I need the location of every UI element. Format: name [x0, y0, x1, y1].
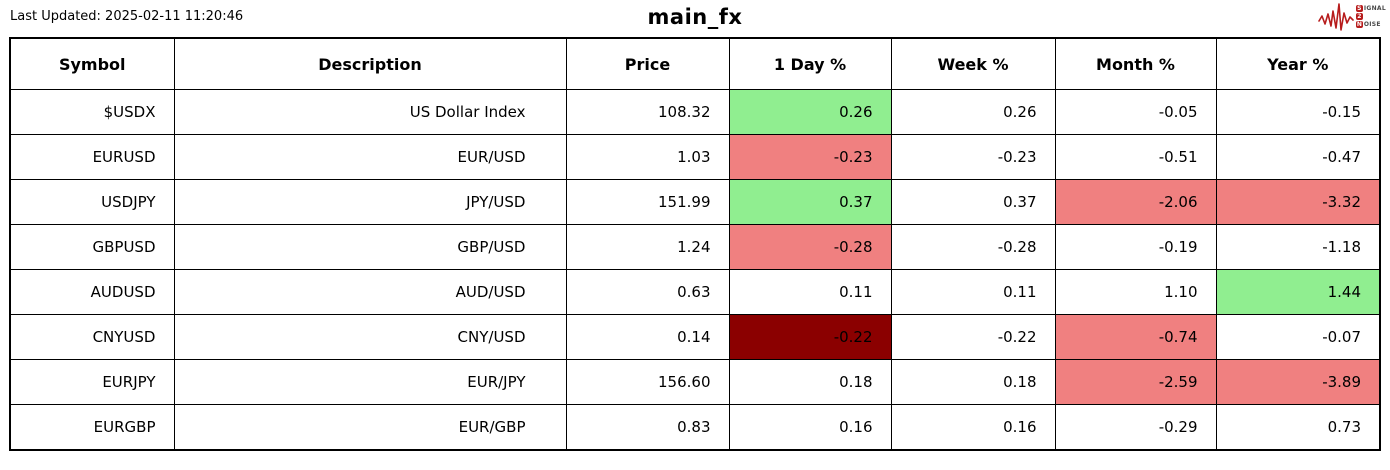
col-header-price: Price — [565, 37, 730, 90]
logo-rest-noise: OISE — [1363, 21, 1381, 28]
table-row-eurusd: EURUSD EUR/USD 1.03 -0.23 -0.23 -0.51 -0… — [9, 134, 1381, 180]
cell-price: 1.24 — [565, 224, 730, 270]
logo-text: S IGNAL 2 N OISE — [1355, 5, 1386, 28]
cell-week: -0.28 — [890, 224, 1056, 270]
fx-table: Symbol Description Price 1 Day % Week % … — [9, 37, 1381, 451]
cell-1day: 0.18 — [728, 359, 892, 405]
cell-symbol: GBPUSD — [9, 224, 175, 270]
cell-month: -0.19 — [1054, 224, 1217, 270]
table-row-usdjpy: USDJPY JPY/USD 151.99 0.37 0.37 -2.06 -3… — [9, 179, 1381, 225]
cell-price: 108.32 — [565, 89, 730, 135]
cell-symbol: EURGBP — [9, 404, 175, 451]
logo-rest-signal: IGNAL — [1363, 5, 1386, 12]
logo-badge-n: N — [1355, 21, 1363, 28]
logo-badge-s: S — [1355, 5, 1363, 12]
cell-year: 0.73 — [1215, 404, 1381, 451]
cell-symbol: EURJPY — [9, 359, 175, 405]
cell-symbol: CNYUSD — [9, 314, 175, 360]
cell-week: 0.37 — [890, 179, 1056, 225]
logo-line-2: 2 — [1355, 13, 1386, 20]
header-row: Symbol Description Price 1 Day % Week % … — [9, 37, 1381, 90]
cell-price: 0.83 — [565, 404, 730, 451]
table-row-usdx: $USDX US Dollar Index 108.32 0.26 0.26 -… — [9, 89, 1381, 135]
cell-price: 156.60 — [565, 359, 730, 405]
cell-year: -0.07 — [1215, 314, 1381, 360]
cell-1day: 0.26 — [728, 89, 892, 135]
cell-description: CNY/USD — [173, 314, 567, 360]
logo-line-noise: N OISE — [1355, 21, 1386, 28]
cell-description: JPY/USD — [173, 179, 567, 225]
col-header-1day: 1 Day % — [728, 37, 892, 90]
col-header-year: Year % — [1215, 37, 1381, 90]
col-header-description: Description — [173, 37, 567, 90]
signal2noise-logo: S IGNAL 2 N OISE — [1318, 1, 1386, 32]
cell-1day: 0.11 — [728, 269, 892, 315]
cell-year: -0.15 — [1215, 89, 1381, 135]
cell-month: -0.29 — [1054, 404, 1217, 451]
cell-description: EUR/JPY — [173, 359, 567, 405]
last-updated-text: Last Updated: 2025-02-11 11:20:46 — [10, 9, 244, 24]
cell-symbol: EURUSD — [9, 134, 175, 180]
cell-year: -1.18 — [1215, 224, 1381, 270]
cell-week: 0.18 — [890, 359, 1056, 405]
table-row-eurgbp: EURGBP EUR/GBP 0.83 0.16 0.16 -0.29 0.73 — [9, 404, 1381, 451]
cell-month: -2.06 — [1054, 179, 1217, 225]
cell-month: -0.05 — [1054, 89, 1217, 135]
cell-week: -0.23 — [890, 134, 1056, 180]
cell-price: 1.03 — [565, 134, 730, 180]
cell-week: -0.22 — [890, 314, 1056, 360]
cell-price: 0.14 — [565, 314, 730, 360]
cell-week: 0.11 — [890, 269, 1056, 315]
cell-year: 1.44 — [1215, 269, 1381, 315]
cell-month: -0.74 — [1054, 314, 1217, 360]
col-header-week: Week % — [890, 37, 1056, 90]
cell-year: -0.47 — [1215, 134, 1381, 180]
cell-1day: 0.37 — [728, 179, 892, 225]
cell-year: -3.89 — [1215, 359, 1381, 405]
cell-description: GBP/USD — [173, 224, 567, 270]
cell-1day: -0.22 — [728, 314, 892, 360]
cell-description: AUD/USD — [173, 269, 567, 315]
cell-week: 0.16 — [890, 404, 1056, 451]
cell-description: EUR/GBP — [173, 404, 567, 451]
cell-description: EUR/USD — [173, 134, 567, 180]
logo-badge-2: 2 — [1355, 13, 1363, 20]
col-header-symbol: Symbol — [9, 37, 175, 90]
cell-symbol: $USDX — [9, 89, 175, 135]
cell-symbol: AUDUSD — [9, 269, 175, 315]
table-row-gbpusd: GBPUSD GBP/USD 1.24 -0.28 -0.28 -0.19 -1… — [9, 224, 1381, 270]
table-row-cnyusd: CNYUSD CNY/USD 0.14 -0.22 -0.22 -0.74 -0… — [9, 314, 1381, 360]
cell-year: -3.32 — [1215, 179, 1381, 225]
table-row-audusd: AUDUSD AUD/USD 0.63 0.11 0.11 1.10 1.44 — [9, 269, 1381, 315]
cell-month: 1.10 — [1054, 269, 1217, 315]
waveform-icon — [1318, 3, 1354, 31]
cell-1day: -0.23 — [728, 134, 892, 180]
table-row-eurjpy: EURJPY EUR/JPY 156.60 0.18 0.18 -2.59 -3… — [9, 359, 1381, 405]
cell-1day: 0.16 — [728, 404, 892, 451]
logo-line-signal: S IGNAL — [1355, 5, 1386, 12]
cell-week: 0.26 — [890, 89, 1056, 135]
cell-price: 151.99 — [565, 179, 730, 225]
cell-month: -0.51 — [1054, 134, 1217, 180]
cell-symbol: USDJPY — [9, 179, 175, 225]
cell-1day: -0.28 — [728, 224, 892, 270]
cell-description: US Dollar Index — [173, 89, 567, 135]
col-header-month: Month % — [1054, 37, 1217, 90]
top-bar: Last Updated: 2025-02-11 11:20:46 main_f… — [0, 0, 1390, 37]
page-title: main_fx — [647, 5, 743, 29]
cell-price: 0.63 — [565, 269, 730, 315]
cell-month: -2.59 — [1054, 359, 1217, 405]
